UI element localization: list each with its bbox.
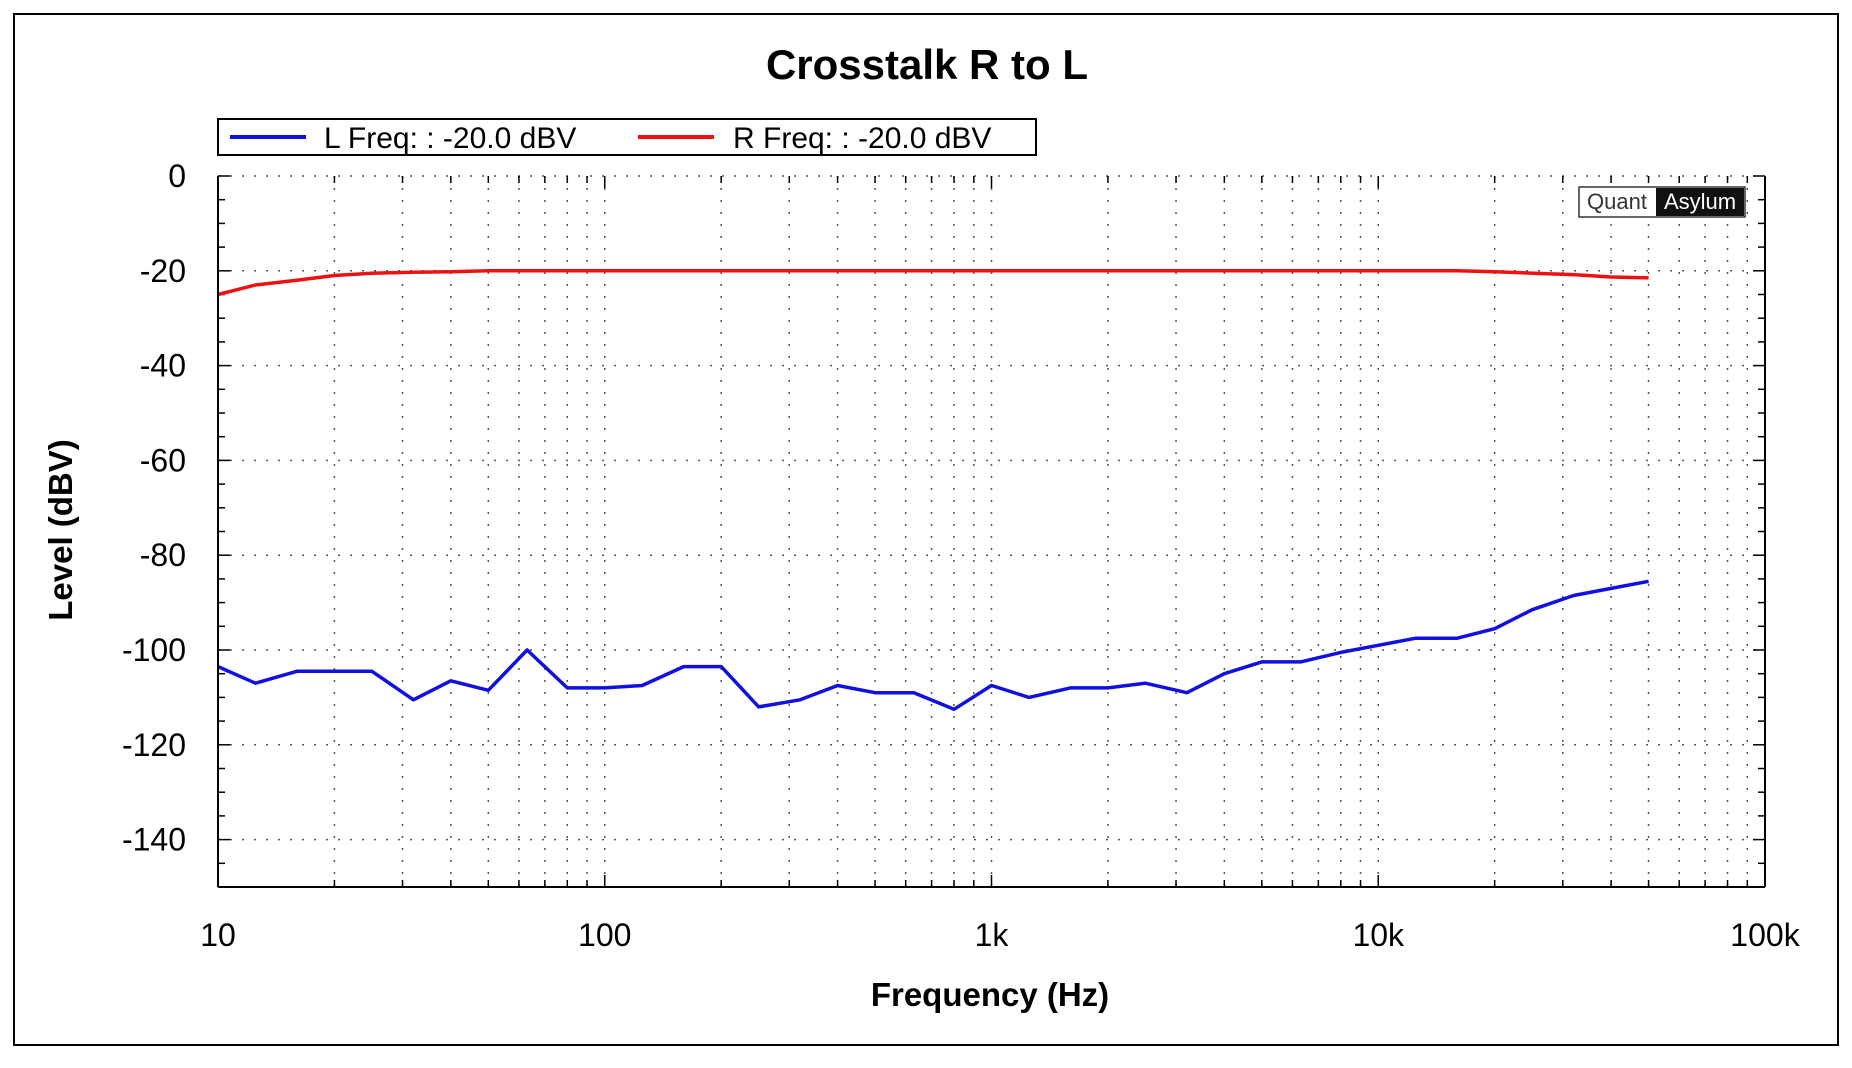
y-tick-label: -80 <box>140 537 186 573</box>
series-line-l <box>217 579 1649 712</box>
y-tick-label: -100 <box>122 632 186 668</box>
legend: L Freq: : -20.0 dBV R Freq: : -20.0 dBV <box>217 118 1037 156</box>
y-axis-label: Level (dBV) <box>42 439 79 621</box>
y-tick-label: -60 <box>140 442 186 478</box>
watermark-dark <box>1656 188 1744 216</box>
x-tick-label: 100 <box>578 917 631 953</box>
watermark-asylum: Asylum <box>1664 189 1736 214</box>
x-tick-label: 100k <box>1730 917 1800 953</box>
watermark: Quant Asylum <box>1578 186 1746 218</box>
legend-box <box>217 118 1037 156</box>
legend-label: L Freq: : -20.0 dBV <box>324 122 576 155</box>
outer-frame <box>13 13 1839 1046</box>
y-tick-label: -120 <box>122 727 186 763</box>
x-axis-label: Frequency (Hz) <box>871 976 1109 1013</box>
x-tick-label: 1k <box>975 917 1010 953</box>
series-layer <box>217 269 1649 712</box>
y-tick-label: -20 <box>140 253 186 289</box>
y-tick-labels: 0 -20 -40 -60 -80 -100 -120 -140 <box>122 158 186 858</box>
y-tick-label: -40 <box>140 348 186 384</box>
series-line-r <box>217 269 1649 297</box>
x-tick-label: 10 <box>200 917 236 953</box>
chart-title: Crosstalk R to L <box>766 41 1088 88</box>
x-tick-label: 10k <box>1352 917 1405 953</box>
watermark-quant: Quant <box>1587 189 1647 214</box>
x-tick-labels: 10 100 1k 10k 100k <box>200 917 1800 953</box>
plot-frame <box>217 176 1765 888</box>
y-tick-label: 0 <box>168 158 186 194</box>
legend-label: R Freq: : -20.0 dBV <box>733 122 991 155</box>
y-tick-label: -140 <box>122 822 186 858</box>
